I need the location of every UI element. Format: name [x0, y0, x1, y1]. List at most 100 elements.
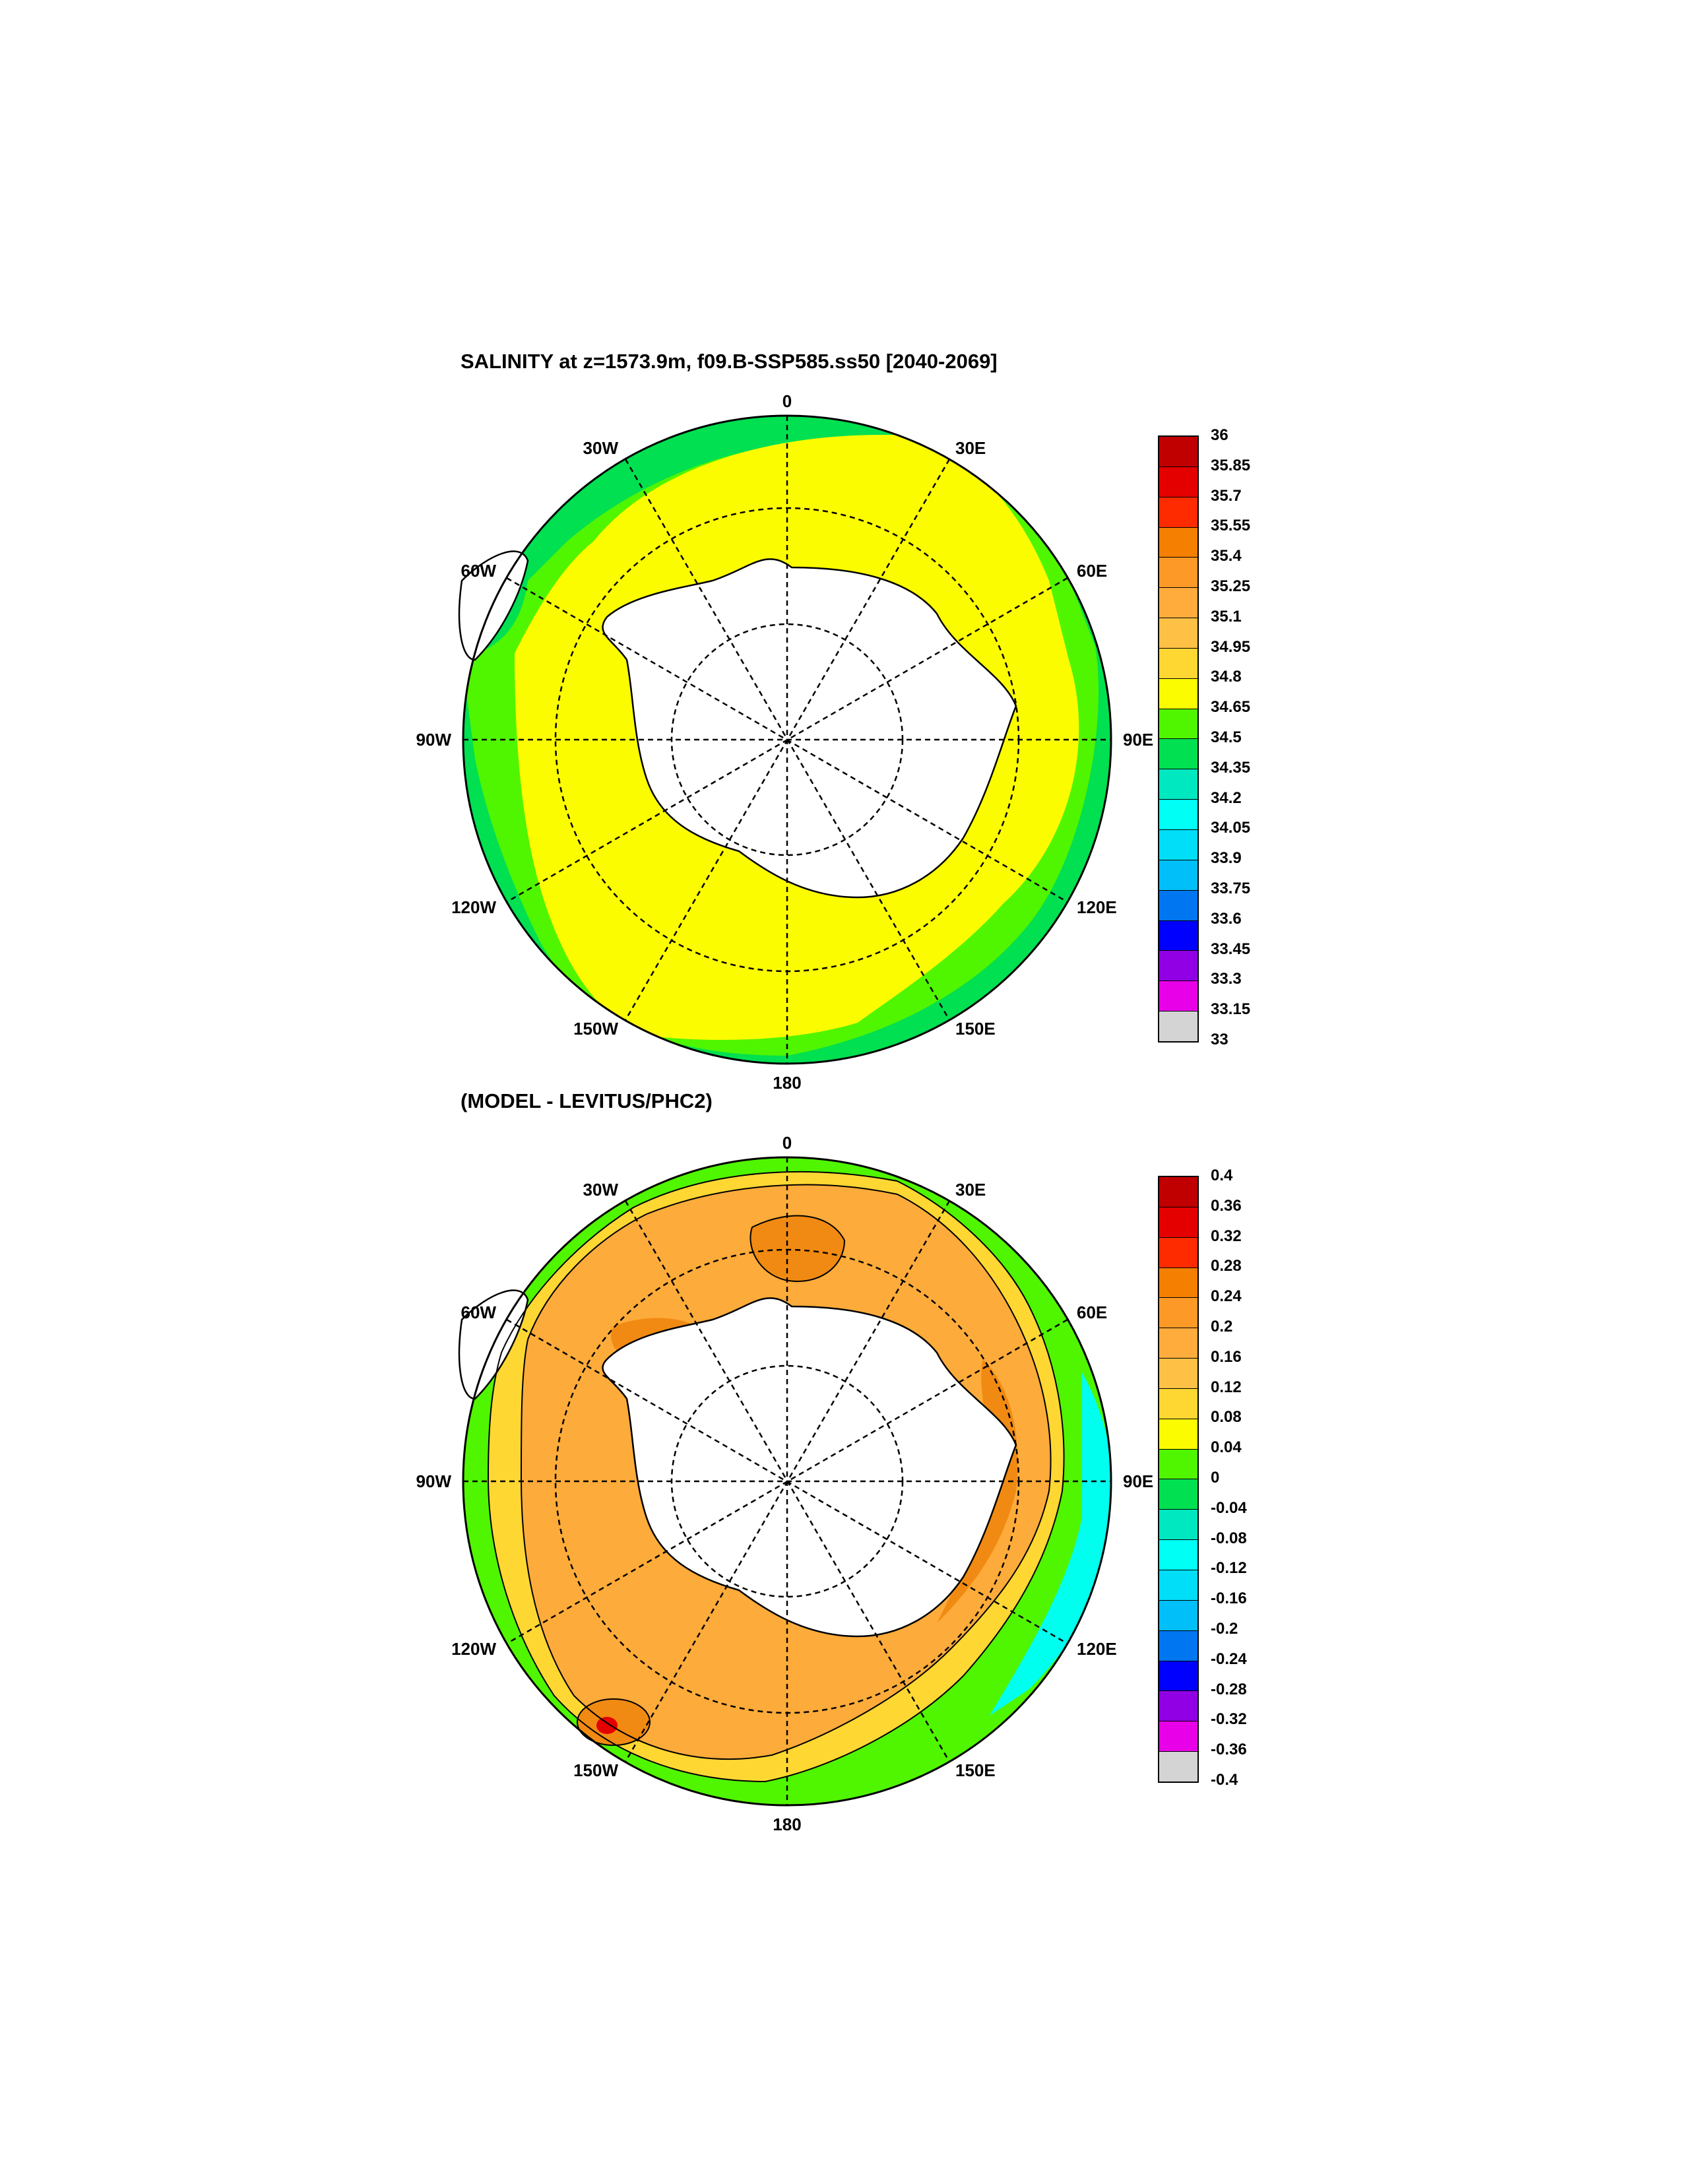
lon-label-90e: 90E	[1123, 730, 1153, 750]
difference-colorbar-label: 0.36	[1211, 1196, 1242, 1215]
difference-colorbar-cell	[1159, 1388, 1197, 1419]
salinity-colorbar-cell	[1159, 709, 1197, 740]
salinity-colorbar-cell	[1159, 527, 1197, 558]
difference-colorbar-cell	[1159, 1479, 1197, 1510]
difference-field	[463, 1157, 1111, 1805]
salinity-colorbar-cell	[1159, 618, 1197, 649]
salinity-colorbar-cell	[1159, 648, 1197, 679]
salinity-colorbar-cell	[1159, 678, 1197, 709]
difference-colorbar-label: 0.12	[1211, 1378, 1242, 1396]
lon-label-90e: 90E	[1123, 1471, 1153, 1491]
salinity-colorbar-label: 33	[1211, 1031, 1228, 1048]
salinity-colorbar-label: 33.3	[1211, 970, 1242, 988]
salinity-colorbar-label: 34.35	[1211, 758, 1251, 777]
lon-label-90w: 90W	[416, 1471, 452, 1491]
salinity-colorbar-cell	[1159, 1012, 1197, 1041]
difference-colorbar-label: -0.36	[1211, 1741, 1247, 1759]
salinity-colorbar-label: 33.15	[1211, 1000, 1251, 1019]
difference-colorbar-label: -0.2	[1211, 1620, 1238, 1638]
difference-colorbar-label: 0.04	[1211, 1438, 1242, 1457]
difference-colorbar-label: -0.12	[1211, 1559, 1247, 1578]
lon-label-60w: 60W	[461, 561, 497, 581]
salinity-colorbar-label: 33.6	[1211, 909, 1242, 928]
difference-colorbar-cell	[1159, 1691, 1197, 1722]
difference-colorbar-cell	[1159, 1359, 1197, 1389]
lon-label-30e: 30E	[955, 438, 986, 458]
salinity-colorbar-label: 34.05	[1211, 819, 1251, 837]
difference-colorbar-cell	[1159, 1328, 1197, 1359]
lon-label-180: 180	[773, 1815, 801, 1834]
lon-label-60e: 60E	[1077, 1302, 1107, 1322]
lon-label-30w: 30W	[583, 1180, 619, 1200]
contour-lines	[487, 1171, 1065, 1783]
difference-colorbar-label: 0.4	[1211, 1167, 1233, 1184]
difference-colorbar-label: 0.08	[1211, 1408, 1242, 1427]
lon-label-150w: 150W	[573, 1760, 618, 1780]
difference-colorbar-label: 0.2	[1211, 1318, 1233, 1335]
difference-colorbar-cell	[1159, 1600, 1197, 1631]
salinity-colorbar-cell	[1159, 860, 1197, 891]
salinity-colorbar-label: 34.95	[1211, 637, 1251, 656]
difference-colorbar-cell	[1159, 1540, 1197, 1570]
salinity-colorbar-label: 34.8	[1211, 668, 1242, 686]
lon-label-150w: 150W	[573, 1019, 618, 1039]
difference-colorbar-label: 0.24	[1211, 1287, 1242, 1306]
salinity-colorbar-label: 35.1	[1211, 607, 1242, 626]
salinity-colorbar-label: 33.9	[1211, 849, 1242, 868]
difference-colorbar-cell	[1159, 1630, 1197, 1661]
lon-label-60e: 60E	[1077, 561, 1107, 581]
difference-colorbar-cell	[1159, 1570, 1197, 1601]
difference-colorbar	[1158, 1176, 1199, 1783]
salinity-colorbar-cell	[1159, 981, 1197, 1012]
difference-colorbar-cell	[1159, 1237, 1197, 1268]
difference-colorbar-label: 0.32	[1211, 1227, 1242, 1245]
coastline	[458, 550, 1017, 899]
difference-colorbar-label: 0.16	[1211, 1347, 1242, 1366]
salinity-colorbar-label: 35.55	[1211, 517, 1251, 535]
salinity-colorbar-cell	[1159, 920, 1197, 951]
difference-colorbar-label: -0.08	[1211, 1529, 1247, 1547]
salinity-colorbar-label: 33.45	[1211, 940, 1251, 958]
salinity-colorbar	[1158, 435, 1199, 1043]
salinity-colorbar-label: 35.85	[1211, 456, 1251, 474]
graticule	[463, 416, 1111, 1064]
lon-label-60w: 60W	[461, 1302, 497, 1322]
salinity-colorbar-label: 35.25	[1211, 577, 1251, 595]
difference-colorbar-label: -0.32	[1211, 1710, 1247, 1729]
difference-colorbar-label: -0.04	[1211, 1498, 1247, 1517]
diff-core-region-1	[750, 1215, 844, 1281]
difference-colorbar-label: -0.4	[1211, 1771, 1238, 1789]
lon-label-0: 0	[782, 391, 792, 411]
salinity-colorbar-cell	[1159, 558, 1197, 589]
top-panel-title: SALINITY at z=1573.9m, f09.B-SSP585.ss50…	[461, 350, 998, 373]
antarctica-landmass	[602, 559, 1016, 897]
salinity-colorbar-cell	[1159, 769, 1197, 800]
salinity-colorbar-label: 34.2	[1211, 788, 1242, 807]
salinity-colorbar-label: 33.75	[1211, 880, 1251, 897]
salinity-colorbar-label: 35.7	[1211, 486, 1242, 505]
lon-label-150e: 150E	[955, 1019, 996, 1039]
lon-label-0: 0	[782, 1133, 792, 1153]
difference-colorbar-cell	[1159, 1752, 1197, 1782]
salinity-colorbar-cell	[1159, 951, 1197, 982]
lon-label-120e: 120E	[1077, 897, 1117, 917]
salinity-colorbar-label: 34.5	[1211, 728, 1242, 746]
lon-label-120w: 120W	[451, 1639, 496, 1659]
difference-colorbar-label: -0.24	[1211, 1650, 1247, 1668]
difference-colorbar-cell	[1159, 1207, 1197, 1238]
salinity-colorbar-label: 36	[1211, 426, 1228, 444]
diff-max-region	[596, 1717, 618, 1734]
difference-colorbar-cell	[1159, 1449, 1197, 1480]
bottom-panel-title: (MODEL - LEVITUS/PHC2)	[461, 1089, 713, 1112]
diff-cyan-region	[990, 1372, 1111, 1716]
lon-label-120w: 120W	[451, 897, 496, 917]
salinity-colorbar-cell	[1159, 437, 1197, 467]
difference-colorbar-label: -0.28	[1211, 1680, 1247, 1698]
difference-colorbar-label: 0	[1211, 1469, 1220, 1487]
difference-colorbar-cell	[1159, 1721, 1197, 1752]
difference-colorbar-cell	[1159, 1177, 1197, 1207]
salinity-colorbar-cell	[1159, 466, 1197, 498]
difference-colorbar-cell	[1159, 1661, 1197, 1692]
salinity-colorbar-cell	[1159, 890, 1197, 921]
salinity-colorbar-cell	[1159, 497, 1197, 528]
